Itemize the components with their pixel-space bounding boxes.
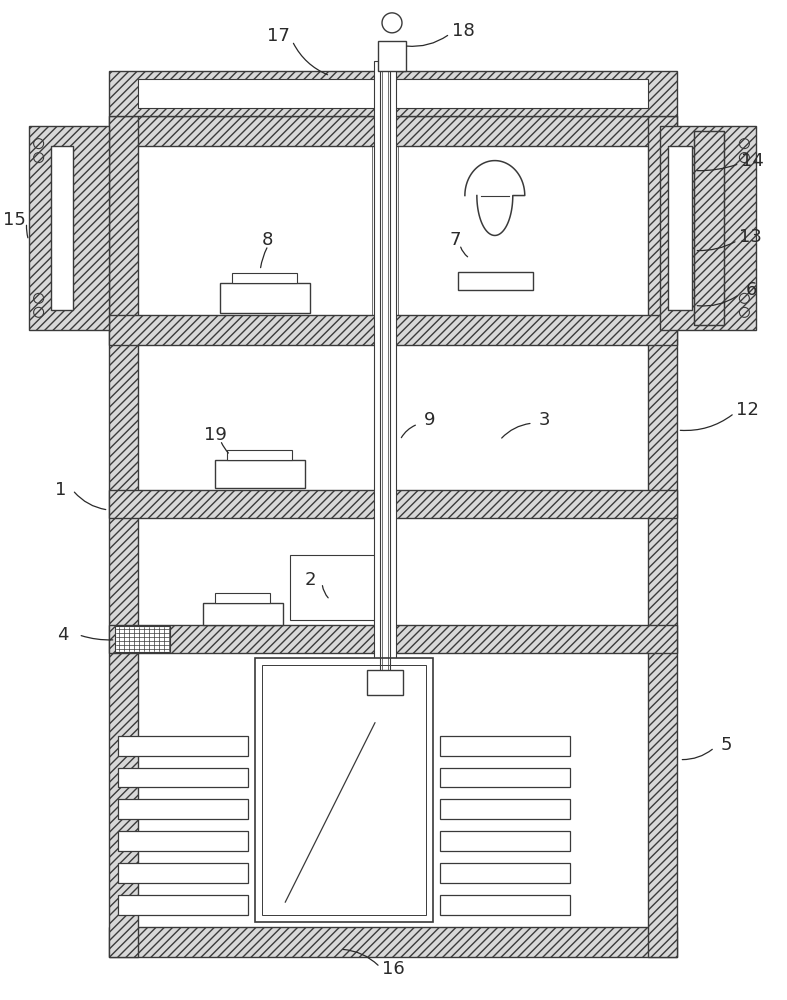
Bar — [216, 593, 270, 603]
Text: 15: 15 — [3, 211, 26, 229]
Text: 16: 16 — [382, 960, 405, 978]
Bar — [458, 272, 533, 290]
Bar — [109, 927, 678, 957]
Text: 19: 19 — [204, 426, 227, 444]
Bar — [119, 863, 248, 883]
Text: 8: 8 — [261, 231, 273, 249]
Bar — [119, 736, 248, 756]
Bar — [440, 895, 570, 915]
Bar — [109, 490, 678, 518]
Text: 13: 13 — [739, 228, 762, 246]
Bar — [139, 345, 648, 490]
Bar — [255, 658, 433, 922]
Bar — [227, 450, 292, 460]
Bar — [660, 126, 756, 330]
Bar — [648, 116, 678, 957]
Bar — [109, 116, 678, 146]
Bar — [139, 79, 597, 108]
Text: 6: 6 — [745, 281, 757, 299]
Bar — [694, 131, 724, 325]
Text: 1: 1 — [55, 481, 66, 499]
Bar — [109, 315, 678, 345]
Text: 9: 9 — [424, 411, 436, 429]
Bar — [440, 799, 570, 819]
Bar — [374, 61, 396, 695]
Text: 17: 17 — [267, 27, 290, 45]
Bar — [119, 799, 248, 819]
Bar — [203, 603, 283, 625]
Bar — [109, 625, 678, 653]
Bar — [398, 146, 648, 315]
Bar — [28, 126, 109, 330]
Text: 4: 4 — [57, 626, 68, 644]
Text: 18: 18 — [452, 22, 475, 40]
Bar — [440, 768, 570, 787]
Bar — [232, 273, 297, 283]
Bar — [119, 831, 248, 851]
Bar — [440, 736, 570, 756]
Bar — [119, 895, 248, 915]
Bar — [667, 146, 693, 310]
Bar — [440, 863, 570, 883]
Bar — [694, 131, 724, 325]
Bar — [395, 79, 648, 108]
Text: 2: 2 — [305, 571, 316, 589]
Text: 5: 5 — [721, 736, 732, 754]
Bar — [50, 146, 72, 310]
Bar — [139, 518, 648, 625]
Text: 3: 3 — [539, 411, 550, 429]
Polygon shape — [465, 161, 525, 235]
Bar — [216, 460, 305, 488]
Bar — [119, 768, 248, 787]
Text: 12: 12 — [736, 401, 759, 419]
Bar — [440, 831, 570, 851]
Bar — [367, 670, 403, 695]
Bar — [290, 555, 390, 620]
Bar — [109, 71, 678, 116]
Bar — [262, 665, 426, 915]
Bar — [116, 626, 171, 652]
Text: 7: 7 — [449, 231, 460, 249]
Bar — [220, 283, 310, 313]
Bar — [139, 146, 372, 315]
Bar — [378, 41, 406, 71]
Text: 14: 14 — [741, 152, 764, 170]
Bar — [109, 116, 139, 957]
Bar — [139, 653, 648, 927]
